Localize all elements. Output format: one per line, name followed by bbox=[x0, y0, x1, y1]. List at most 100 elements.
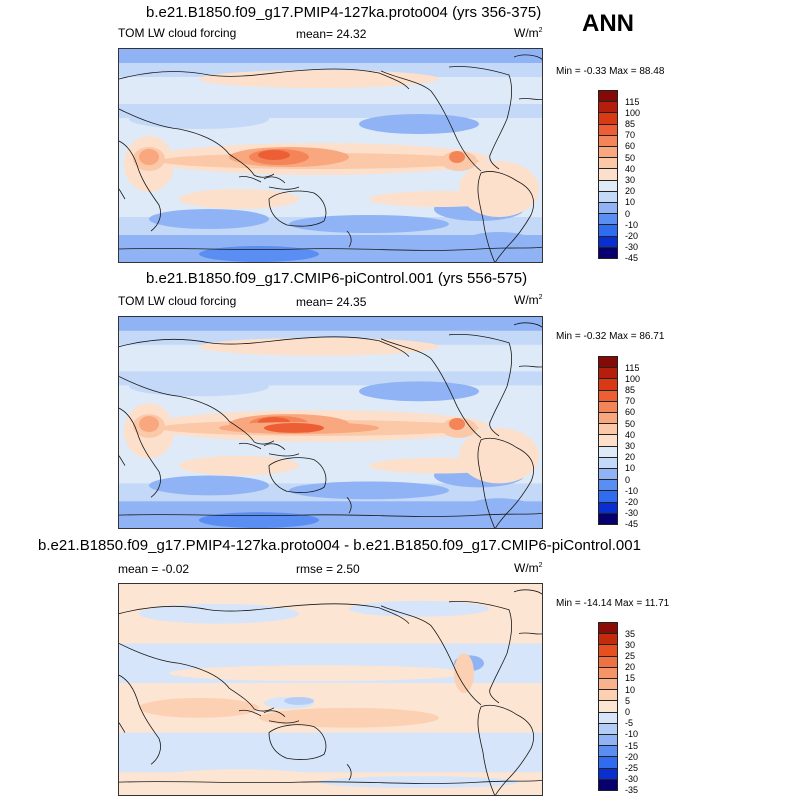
colorbar-label: 20 bbox=[625, 662, 636, 673]
coastline bbox=[119, 108, 275, 178]
coastline bbox=[119, 140, 161, 232]
units-sup: 2 bbox=[538, 27, 543, 34]
coastline bbox=[380, 70, 482, 172]
colorbar-label: 100 bbox=[625, 107, 641, 118]
colorbar-label: -5 bbox=[625, 718, 634, 729]
contour-region bbox=[469, 232, 529, 246]
contour-region bbox=[129, 109, 269, 129]
panel-mean: mean = -0.02 bbox=[118, 562, 190, 576]
colorbar-label: 0 bbox=[625, 208, 631, 219]
coastline bbox=[380, 338, 482, 439]
colorbar-label: 115 bbox=[625, 362, 640, 373]
coastline bbox=[119, 246, 542, 251]
contour-region bbox=[139, 603, 299, 624]
colorbar-label: 60 bbox=[625, 407, 636, 418]
colorbar-label: -10 bbox=[625, 729, 639, 740]
colorbar-label: -30 bbox=[625, 774, 639, 785]
coastline bbox=[119, 376, 275, 445]
season-label: ANN bbox=[582, 10, 634, 37]
colorbar-label: 20 bbox=[625, 186, 636, 197]
panel-title: b.e21.B1850.f09_g17.PMIP4-127ka.proto004… bbox=[146, 4, 542, 21]
colorbar-label: -30 bbox=[625, 242, 639, 253]
map-panel bbox=[118, 583, 543, 796]
colorbar-label: 20 bbox=[625, 452, 636, 463]
contour-region bbox=[454, 653, 474, 693]
contour-region bbox=[319, 776, 519, 789]
colorbar-label: 85 bbox=[625, 119, 636, 129]
panel-variable: TOM LW cloud forcing bbox=[118, 294, 237, 308]
coastline bbox=[513, 322, 542, 328]
colorbar-label: -35 bbox=[625, 785, 639, 796]
coastline bbox=[513, 54, 542, 60]
colorbar-label: -20 bbox=[625, 751, 639, 762]
coastline bbox=[380, 605, 482, 706]
panel-mean: mean= 24.32 bbox=[296, 27, 367, 41]
units-text: W/m bbox=[514, 293, 539, 307]
colorbar-label: 10 bbox=[625, 463, 636, 474]
field-layer bbox=[119, 317, 542, 528]
panel-mean: mean= 24.35 bbox=[296, 295, 367, 309]
colorbar-label: 30 bbox=[625, 441, 636, 451]
colorbar-label: 10 bbox=[625, 197, 636, 208]
coastline bbox=[268, 190, 327, 227]
coastline bbox=[238, 442, 300, 457]
colorbar: 115 100 85 70 60 50 40 30 20 10 0 -10 -20 -30 -45 bbox=[598, 90, 658, 263]
contour-region bbox=[139, 416, 159, 432]
colorbar-label: 50 bbox=[625, 418, 636, 429]
colorbar-label: 0 bbox=[625, 707, 631, 717]
colorbar-label: 0 bbox=[625, 474, 631, 485]
coastline bbox=[119, 68, 410, 90]
contour-region bbox=[149, 475, 269, 496]
panel-minmax: Min = -14.14 Max = 11.71 bbox=[556, 598, 670, 609]
contour-region bbox=[139, 149, 159, 165]
coastline bbox=[119, 674, 161, 765]
colorbar-label: 70 bbox=[625, 396, 636, 407]
colorbar-label: 85 bbox=[625, 385, 636, 395]
colorbar-swatch bbox=[598, 778, 618, 791]
coastline bbox=[119, 336, 410, 357]
units-sup: 2 bbox=[538, 294, 543, 301]
colorbar-label: 100 bbox=[625, 373, 641, 384]
colorbar-label: 5 bbox=[625, 695, 631, 706]
coastline bbox=[518, 98, 542, 100]
contour-region bbox=[349, 600, 489, 617]
coastline bbox=[477, 171, 534, 262]
colorbar-label: 25 bbox=[625, 651, 636, 661]
panel-minmax: Min = -0.32 Max = 86.71 bbox=[556, 331, 665, 342]
contour-region bbox=[264, 423, 324, 433]
coastline bbox=[346, 764, 352, 781]
contour-band bbox=[119, 49, 542, 63]
coastline bbox=[448, 600, 513, 704]
colorbar-swatch bbox=[598, 246, 618, 259]
contour-region bbox=[449, 418, 465, 430]
colorbar-label: -20 bbox=[625, 231, 639, 241]
panel-units: W/m2 bbox=[514, 26, 543, 40]
colorbar-label: -10 bbox=[625, 485, 639, 496]
units-sup: 2 bbox=[538, 562, 543, 569]
contour-region bbox=[459, 161, 539, 217]
contour-band bbox=[119, 317, 542, 331]
colorbar-label: 10 bbox=[625, 684, 636, 695]
contour-region bbox=[199, 512, 319, 528]
coastline bbox=[518, 632, 542, 635]
coastline bbox=[477, 437, 534, 528]
map-panel bbox=[118, 316, 543, 529]
colorbar-label: 15 bbox=[625, 673, 636, 684]
panel-rmse: rmse = 2.50 bbox=[296, 562, 360, 576]
contour-region bbox=[469, 498, 529, 513]
colorbar-label: 60 bbox=[625, 141, 636, 152]
colorbar-label: -45 bbox=[625, 519, 639, 530]
map-panel bbox=[118, 48, 543, 263]
field-layer bbox=[119, 584, 542, 795]
contour-region bbox=[459, 427, 539, 484]
contour-region bbox=[359, 114, 479, 134]
map-field bbox=[119, 584, 542, 795]
contour-region bbox=[159, 769, 319, 786]
contour-region bbox=[369, 457, 509, 474]
colorbar-label: 40 bbox=[625, 429, 636, 440]
colorbar-swatch bbox=[598, 512, 618, 525]
colorbar-label: 50 bbox=[625, 152, 636, 163]
coastline bbox=[346, 497, 352, 514]
map-field bbox=[119, 49, 542, 262]
contour-region bbox=[199, 246, 319, 262]
